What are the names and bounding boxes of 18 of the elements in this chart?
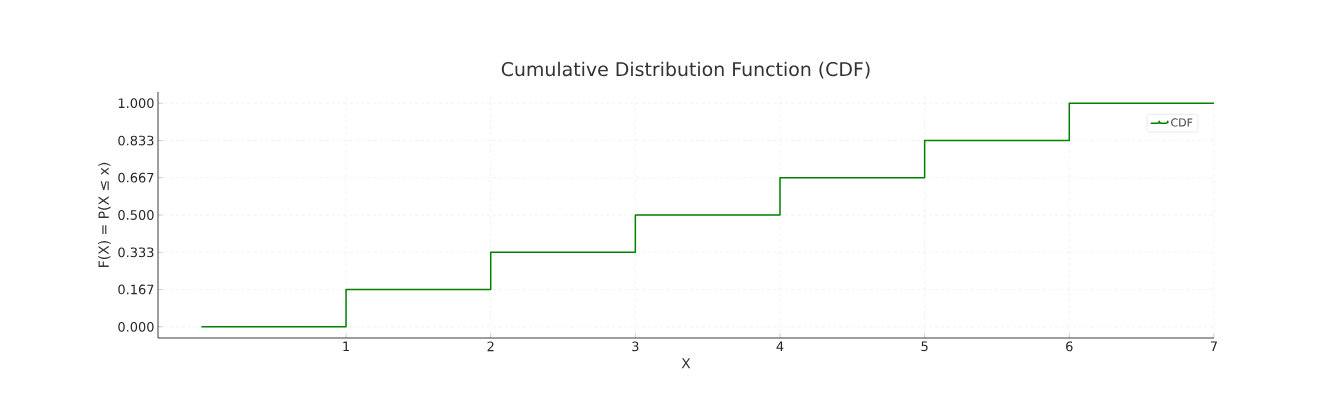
y-tick-label: 1.000 [118,98,154,109]
y-tick-label: 0.833 [118,135,154,146]
x-tick-label: 3 [632,341,639,352]
y-tick-label: 0.167 [118,284,154,295]
y-tick-label: 0.500 [118,210,154,220]
x-tick-label: 6 [1066,341,1073,352]
x-tick-label: 1 [343,341,349,351]
y-tick-label: 0.000 [118,321,154,332]
x-tick-label: 5 [921,341,928,352]
chart-title: Cumulative Distribution Function (CDF) [501,61,870,79]
y-axis-title: F(X) = P(X ≤ x) [98,162,111,267]
x-tick-label: 7 [1210,341,1217,351]
x-tick-label: 4 [776,341,784,351]
y-tick-label: 0.667 [118,172,154,183]
legend-label: CDF [1171,118,1193,127]
y-tick-label: 0.333 [118,247,154,258]
x-axis-title: X [681,358,691,369]
x-tick-label: 2 [487,341,494,352]
